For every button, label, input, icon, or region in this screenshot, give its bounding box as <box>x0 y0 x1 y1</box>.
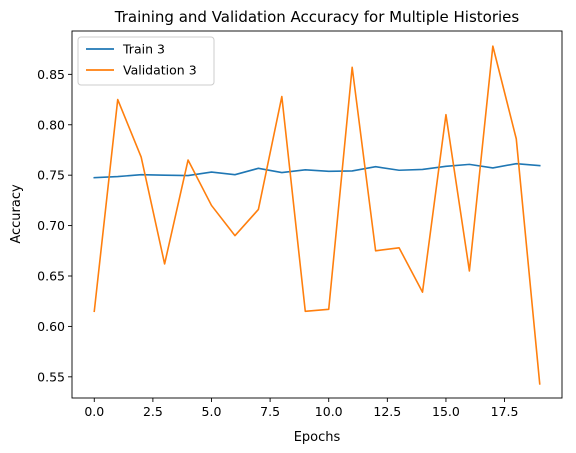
y-tick-label: 0.70 <box>37 218 65 233</box>
y-tick-label: 0.60 <box>37 319 65 334</box>
y-tick-label: 0.85 <box>37 67 65 82</box>
x-tick-label: 2.5 <box>143 404 163 419</box>
x-axis-label: Epochs <box>294 430 341 445</box>
series-line-1 <box>93 162 541 179</box>
y-tick-label: 0.55 <box>37 369 65 384</box>
series-line-2 <box>93 45 541 385</box>
legend-label-2: Validation 3 <box>123 63 197 78</box>
x-tick-label: 12.5 <box>373 404 401 419</box>
chart-title: Training and Validation Accuracy for Mul… <box>114 8 520 26</box>
x-tick-label: 15.0 <box>432 404 460 419</box>
y-tick-label: 0.65 <box>37 269 65 284</box>
x-tick-label: 0.0 <box>84 404 104 419</box>
y-axis-label: Accuracy <box>9 184 24 244</box>
x-tick-label: 5.0 <box>202 404 222 419</box>
y-tick-label: 0.75 <box>37 168 65 183</box>
x-tick-label: 17.5 <box>491 404 519 419</box>
legend: Train 3 Validation 3 <box>77 36 215 86</box>
plot-area: 0.0 2.5 5.0 7.5 10.0 12.5 15.0 17.5 0.55 0.60 0.65… <box>37 30 563 419</box>
plot-frame <box>71 30 563 399</box>
x-tick-label: 10.0 <box>315 404 343 419</box>
x-tick-label: 7.5 <box>260 404 280 419</box>
y-tick-label: 0.80 <box>37 117 65 132</box>
legend-label-1: Train 3 <box>122 42 165 57</box>
